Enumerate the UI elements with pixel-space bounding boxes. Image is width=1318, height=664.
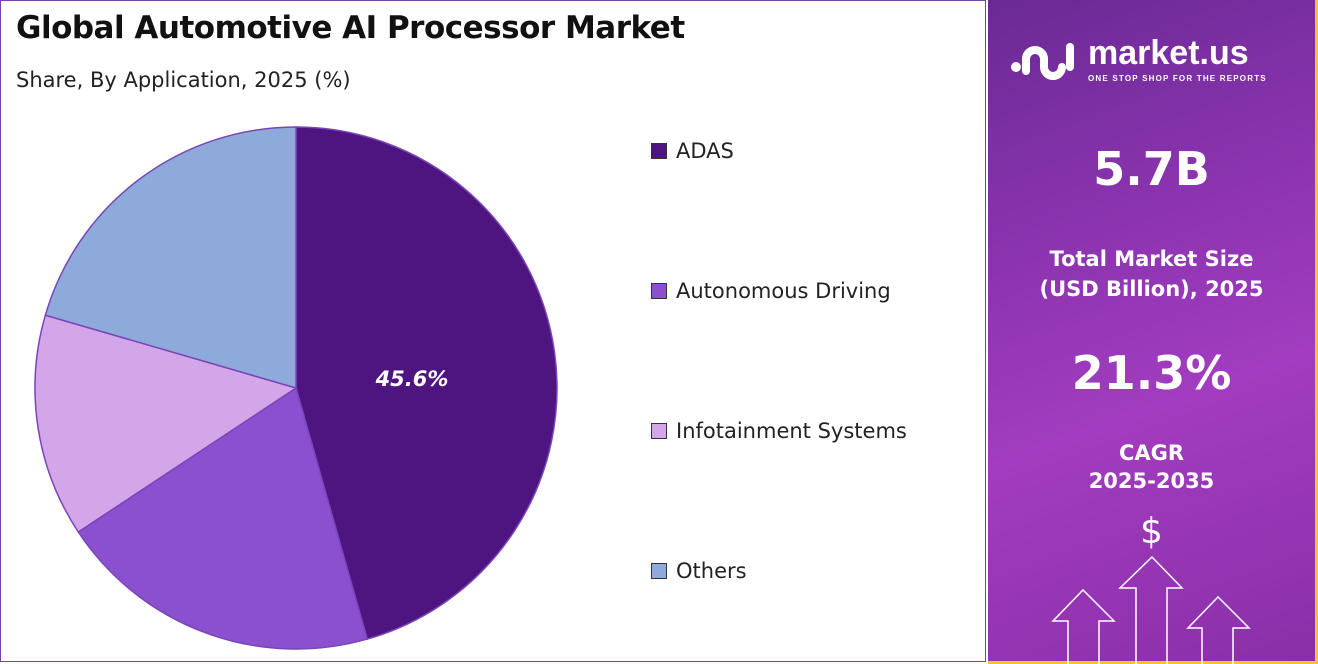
market-size-label-2: (USD Billion), 2025: [1039, 277, 1264, 301]
growth-arrows-icon: [1051, 555, 1251, 664]
legend-item: Autonomous Driving: [651, 279, 891, 303]
logo-name: market.us: [1088, 34, 1249, 72]
legend-label: ADAS: [676, 139, 734, 163]
chart-frame: [0, 0, 986, 662]
legend-swatch: [651, 283, 667, 299]
cagr-label-2: 2025-2035: [1088, 469, 1215, 493]
legend-item: Infotainment Systems: [651, 419, 907, 443]
dollar-icon: $: [1140, 511, 1163, 552]
legend-label: Others: [676, 559, 747, 583]
legend-label: Autonomous Driving: [676, 279, 891, 303]
legend-label: Infotainment Systems: [676, 419, 907, 443]
pie-slice-others: [44, 126, 297, 389]
logo-mark-icon: [1011, 43, 1074, 80]
logo-tagline: ONE STOP SHOP FOR THE REPORTS: [1088, 74, 1267, 83]
pie-slice-autonomous-driving: [77, 386, 369, 650]
summary-panel: market.us ONE STOP SHOP FOR THE REPORTS …: [988, 0, 1318, 664]
chart-subtitle: Share, By Application, 2025 (%): [16, 68, 351, 92]
legend-item: ADAS: [651, 139, 734, 163]
cagr-value: 21.3%: [1071, 346, 1232, 400]
legend-swatch: [651, 143, 667, 159]
legend-swatch: [651, 563, 667, 579]
legend-item: Others: [651, 559, 747, 583]
legend-swatch: [651, 423, 667, 439]
pie-slice-adas: [295, 126, 558, 641]
data-label: 45.6%: [375, 367, 449, 391]
market-us-logo: market.us ONE STOP SHOP FOR THE REPORTS: [1010, 34, 1267, 84]
pie-chart: 45.6%: [34, 126, 558, 650]
chart-title: Global Automotive AI Processor Market: [16, 10, 685, 46]
market-size-value: 5.7B: [1093, 142, 1210, 196]
cagr-label-1: CAGR: [1118, 441, 1185, 465]
market-size-label-1: Total Market Size: [1049, 247, 1254, 271]
